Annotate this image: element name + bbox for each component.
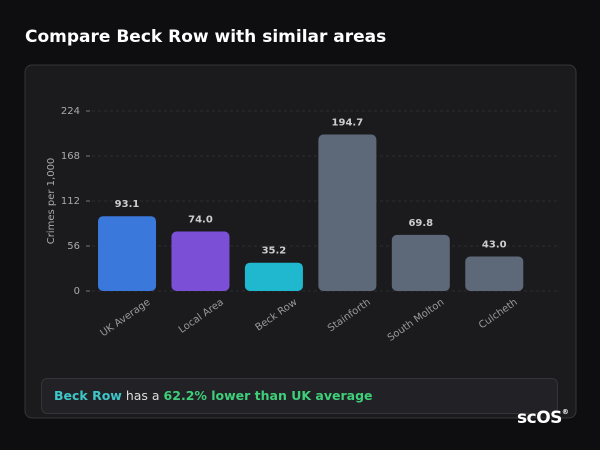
logo-mark: ®: [561, 408, 569, 416]
value-label: 69.8: [408, 218, 433, 229]
card: [24, 64, 577, 419]
y-tick-label: 112: [61, 196, 80, 207]
logo: scOS®: [517, 408, 569, 428]
value-label: 194.7: [332, 118, 364, 129]
logo-text: scOS: [517, 408, 562, 428]
bar: [244, 262, 303, 291]
y-axis-label: Crimes per 1,000: [46, 158, 57, 245]
y-tick-label: 168: [61, 151, 80, 162]
footer-subject: Beck Row: [54, 388, 122, 403]
footer-text: has a: [125, 388, 160, 403]
bar: [318, 134, 377, 291]
bar: [98, 216, 157, 291]
value-label: 43.0: [482, 239, 507, 250]
chart-title: Compare Beck Row with similar areas: [25, 27, 386, 47]
footer: Beck Row has a 62.2% lower than UK avera…: [41, 378, 558, 414]
value-label: 35.2: [262, 246, 287, 257]
footer-highlight: 62.2% lower than UK average: [163, 388, 373, 403]
y-tick-label: 0: [74, 286, 80, 297]
bar: [391, 234, 450, 291]
bar: [465, 256, 524, 291]
bar: [171, 231, 230, 291]
y-tick-label: 56: [67, 241, 80, 252]
value-label: 93.1: [115, 199, 140, 210]
y-tick-label: 224: [61, 106, 80, 117]
value-label: 74.0: [188, 215, 213, 226]
